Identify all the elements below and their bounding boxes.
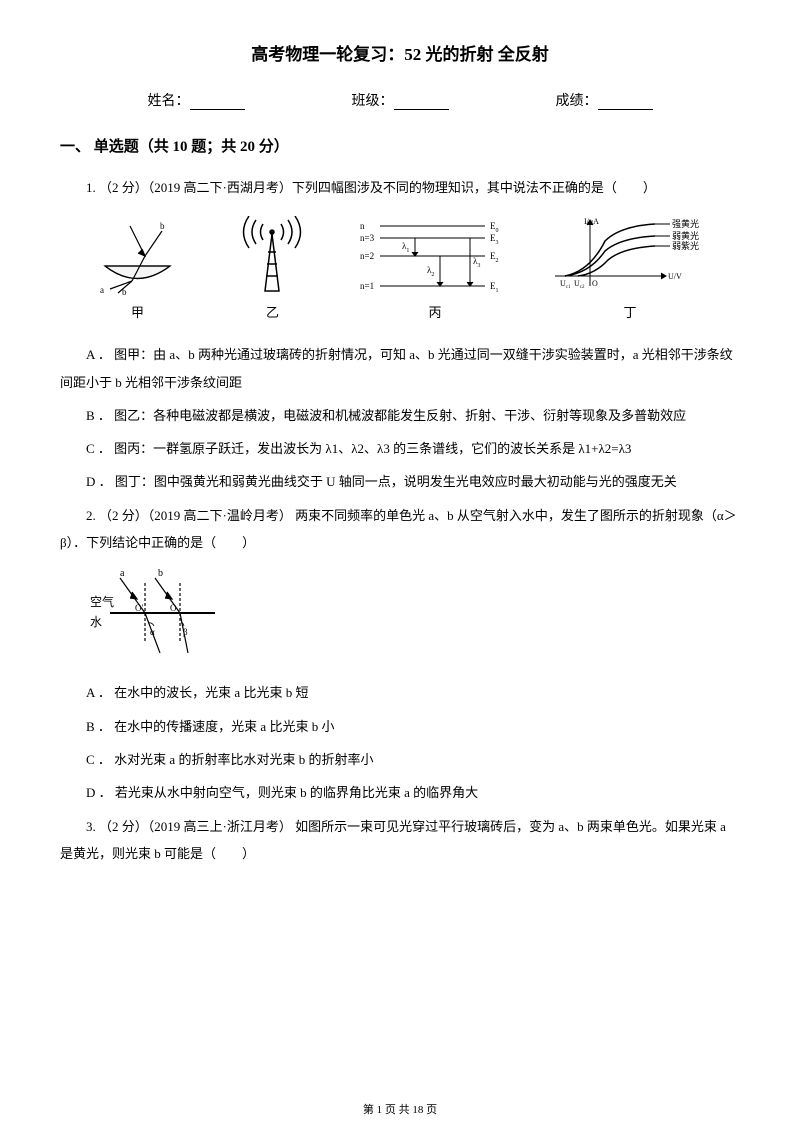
class-underline [394, 96, 449, 110]
class-label: 班级： [352, 90, 394, 110]
q2-optA: A ． 在水中的波长，光束 a 比光束 b 短 [60, 679, 740, 706]
svg-text:n: n [360, 221, 365, 231]
svg-text:强黄光: 强黄光 [672, 218, 699, 229]
svg-text:E3: E3 [490, 233, 499, 246]
svg-text:a: a [100, 285, 104, 295]
svg-text:U/V: U/V [668, 272, 682, 281]
caption-graph: 丁 [623, 302, 636, 321]
q1-stem: 1. （2 分）（2019 高二下·西湖月考）下列四幅图涉及不同的物理知识，其中… [60, 174, 740, 201]
svg-text:E2: E2 [490, 251, 499, 264]
svg-text:弱紫光: 弱紫光 [672, 240, 699, 251]
svg-text:O': O' [135, 603, 143, 613]
figure-graph: I/μA U/V O Uc1 Uc2 强黄光 弱黄光 弱紫光 丁 [550, 216, 710, 321]
q1-optD: D ． 图丁：图中强黄光和弱黄光曲线交于 U 轴同一点，说明发生光电效应时最大初… [60, 468, 740, 495]
svg-text:O: O [592, 279, 598, 288]
svg-text:空气: 空气 [90, 594, 114, 609]
page-title: 高考物理一轮复习：52 光的折射 全反射 [60, 40, 740, 65]
name-label: 姓名： [148, 90, 190, 110]
svg-text:O: O [170, 603, 177, 613]
page-footer: 第 1 页 共 18 页 [0, 1101, 800, 1117]
q2-optC: C ． 水对光束 a 的折射率比水对光束 b 的折射率小 [60, 746, 740, 773]
q3-stem: 3. （2 分）（2019 高三上·浙江月考） 如图所示一束可见光穿过平行玻璃砖… [60, 813, 740, 868]
svg-text:β: β [183, 627, 188, 637]
caption-prism: 甲 [131, 302, 144, 321]
svg-text:α: α [150, 627, 155, 637]
svg-text:λ2: λ2 [427, 265, 434, 278]
q1-optC: C ． 图丙：一群氢原子跃迁，发出波长为 λ1、λ2、λ3 的三条谱线，它们的波… [60, 435, 740, 462]
svg-text:Uc2: Uc2 [574, 279, 585, 290]
caption-antenna: 乙 [266, 302, 279, 321]
figure-energy: n n=3 n=2 n=1 E0 E3 E2 E1 λ1 λ2 λ3 丙 [360, 216, 510, 321]
caption-energy: 丙 [428, 302, 441, 321]
svg-text:λ3: λ3 [473, 256, 480, 269]
score-underline [598, 96, 653, 110]
q2-stem: 2. （2 分）（2019 高二下·温岭月考） 两束不同频率的单色光 a、b 从… [60, 502, 740, 557]
section-title: 一、 单选题（共 10 题；共 20 分） [60, 135, 740, 156]
svg-text:λ1: λ1 [402, 241, 409, 254]
svg-text:E1: E1 [490, 281, 499, 294]
svg-text:弱黄光: 弱黄光 [672, 230, 699, 241]
svg-text:b: b [158, 568, 163, 579]
q1-optB: B ． 图乙：各种电磁波都是横波，电磁波和机械波都能发生反射、折射、干涉、衍射等… [60, 402, 740, 429]
q2-figure: 空气 水 a b O' O α β [90, 568, 740, 667]
score-label: 成绩： [556, 90, 598, 110]
svg-text:I/μA: I/μA [584, 217, 599, 226]
svg-text:n=2: n=2 [360, 251, 374, 261]
svg-text:n=3: n=3 [360, 233, 375, 243]
svg-text:水: 水 [90, 615, 102, 629]
q1-optA: A ． 图甲：由 a、b 两种光通过玻璃砖的折射情况，可知 a、b 光通过同一双… [60, 341, 740, 396]
svg-text:n=1: n=1 [360, 281, 374, 291]
name-underline [190, 96, 245, 110]
q2-optB: B ． 在水中的传播速度，光束 a 比光束 b 小 [60, 713, 740, 740]
info-row: 姓名： 班级： 成绩： [60, 90, 740, 110]
svg-text:a: a [120, 568, 125, 579]
svg-text:b: b [160, 221, 165, 231]
figure-antenna: 乙 [225, 216, 320, 321]
q1-figures: b a b 甲 乙 [70, 216, 730, 321]
svg-text:b: b [122, 287, 127, 296]
svg-text:Uc1: Uc1 [560, 279, 571, 290]
figure-prism: b a b 甲 [90, 221, 185, 321]
q2-optD: D ． 若光束从水中射向空气，则光束 b 的临界角比光束 a 的临界角大 [60, 779, 740, 806]
